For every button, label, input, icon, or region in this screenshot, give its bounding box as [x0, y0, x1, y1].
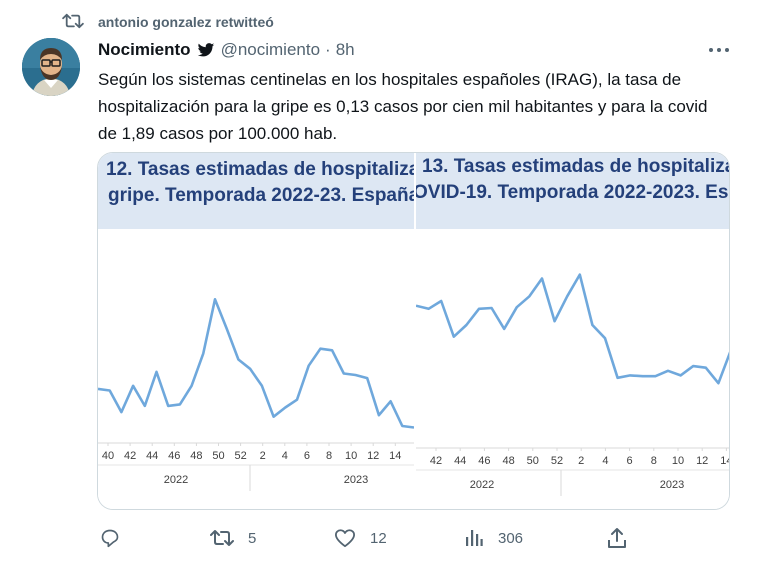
views-count: 306 [498, 529, 524, 547]
x-tick-label: 10 [672, 455, 684, 467]
reply-button[interactable] [100, 528, 120, 548]
x-tick-label: 50 [527, 455, 539, 467]
x-tick-label: 14 [720, 455, 730, 467]
author-handle[interactable]: @nocimiento [220, 40, 321, 59]
share-button[interactable] [607, 527, 627, 549]
twitter-bird-icon [197, 42, 215, 58]
views-icon [466, 530, 483, 546]
chart-panel-flu[interactable]: 12. Tasas estimadas de hospitalizació gr… [98, 153, 414, 509]
chart-title-line1: 12. Tasas estimadas de hospitalizació [106, 159, 414, 180]
x-tick-label: 44 [146, 450, 158, 462]
more-icon [709, 48, 729, 52]
tweet-header: Nocimiento @nocimiento · 8h [98, 40, 355, 60]
tweet-media[interactable]: 12. Tasas estimadas de hospitalizació gr… [97, 152, 730, 510]
series-line [416, 273, 729, 385]
like-button[interactable]: 12 [334, 528, 387, 548]
x-tick-label: 12 [696, 455, 708, 467]
heart-icon [334, 529, 355, 548]
x-tick-label: 52 [551, 455, 563, 467]
author-name[interactable]: Nocimiento [98, 40, 191, 59]
x-tick-label: 40 [102, 450, 114, 462]
x-tick-label: 48 [190, 450, 202, 462]
x-tick-label: 4 [602, 455, 608, 467]
year-label: 2022 [164, 474, 188, 486]
x-tick-label: 46 [478, 455, 490, 467]
avatar[interactable] [22, 38, 80, 96]
year-label: 2023 [344, 474, 368, 486]
x-tick-label: 42 [124, 450, 136, 462]
series-line [98, 298, 414, 429]
x-tick-label: 46 [168, 450, 180, 462]
x-tick-label: 52 [234, 450, 246, 462]
avatar-image [22, 38, 80, 96]
x-tick-label: 12 [367, 450, 379, 462]
x-tick-label: 8 [651, 455, 657, 467]
x-tick-label: 4 [282, 450, 288, 462]
x-tick-label: 10 [345, 450, 357, 462]
year-label: 2022 [470, 479, 494, 491]
x-tick-label: 2 [260, 450, 266, 462]
separator-dot: · [325, 40, 331, 59]
retweet-context-text[interactable]: antonio gonzalez retwitteó [98, 14, 274, 30]
share-icon [608, 528, 626, 548]
x-tick-label: 48 [502, 455, 514, 467]
retweet-button[interactable]: 5 [210, 528, 256, 548]
x-tick-label: 6 [627, 455, 633, 467]
retweet-icon [210, 530, 234, 546]
x-tick-label: 44 [454, 455, 466, 467]
retweet-icon [62, 13, 84, 29]
views-button[interactable]: 306 [464, 528, 523, 548]
chart-title-band [416, 153, 729, 229]
retweet-count: 5 [248, 529, 257, 547]
x-tick-label: 42 [430, 455, 442, 467]
chart-title-line1: 13. Tasas estimadas de hospitalizac [422, 156, 730, 177]
x-tick-label: 6 [304, 450, 310, 462]
x-tick-label: 2 [578, 455, 584, 467]
chart-title-band [98, 153, 414, 229]
more-options-button[interactable] [706, 40, 732, 60]
tweet-actions: 5 12 306 [0, 525, 770, 555]
x-tick-label: 50 [212, 450, 224, 462]
tweet-time[interactable]: 8h [335, 40, 355, 59]
x-tick-label: 8 [326, 450, 332, 462]
chart-title-line2: gripe. Temporada 2022-23. España [108, 185, 414, 206]
reply-icon [101, 529, 119, 548]
tweet-text: Según los sistemas centinelas en los hos… [98, 70, 708, 143]
chart-panel-covid[interactable]: 13. Tasas estimadas de hospitalizac OVID… [416, 153, 730, 509]
x-tick-label: 14 [389, 450, 401, 462]
year-label: 2023 [660, 479, 684, 491]
like-count: 12 [370, 529, 387, 547]
chart-title-line2: OVID-19. Temporada 2022-2023. Esp [416, 182, 730, 203]
